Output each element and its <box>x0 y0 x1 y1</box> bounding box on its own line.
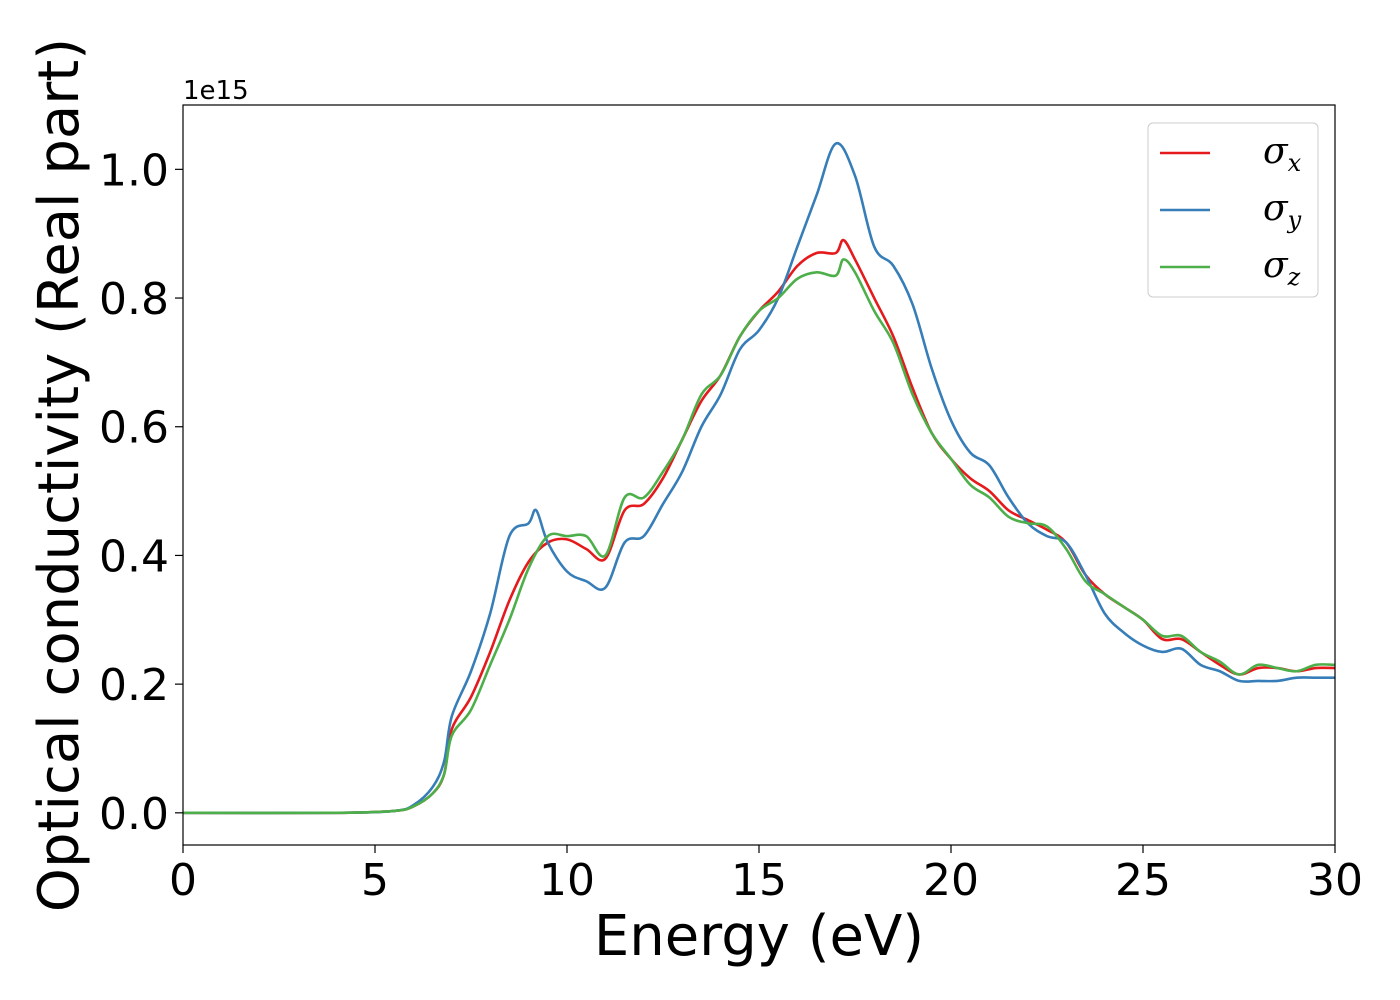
y-axis-ticks: 0.0 0.2 0.4 0.6 0.8 1.0 <box>99 145 183 840</box>
legend-box <box>1147 122 1319 298</box>
x-tick-label: 5 <box>361 855 389 906</box>
y-tick-label: 1.0 <box>99 145 169 196</box>
y-tick-label: 0.6 <box>99 403 169 454</box>
x-tick-label: 15 <box>731 855 787 906</box>
x-tick-label: 10 <box>539 855 595 906</box>
series-line-y <box>182 142 1335 815</box>
x-axis-ticks: 0 5 10 15 20 25 30 <box>169 845 1363 906</box>
x-axis-title: Energy (eV) <box>594 904 924 969</box>
x-tick-label: 25 <box>1115 855 1171 906</box>
y-offset-label: 1e15 <box>183 76 249 106</box>
y-tick-label: 0.2 <box>99 660 169 711</box>
series-line-z <box>182 258 1336 815</box>
x-tick-label: 30 <box>1307 855 1363 906</box>
y-tick-label: 0.0 <box>99 789 169 840</box>
x-tick-label: 20 <box>923 855 979 906</box>
y-tick-label: 0.8 <box>99 274 169 325</box>
y-tick-label: 0.4 <box>99 531 169 582</box>
plot-lines <box>182 142 1336 815</box>
x-tick-label: 0 <box>169 855 197 906</box>
series-line-x <box>182 238 1336 815</box>
y-axis-title: Optical conductivity (Real part) <box>27 38 92 912</box>
